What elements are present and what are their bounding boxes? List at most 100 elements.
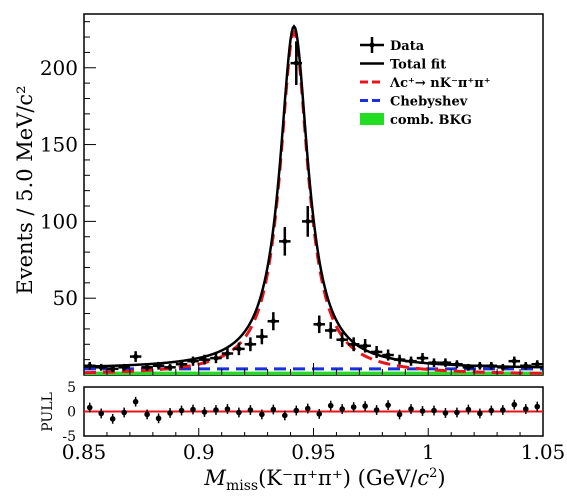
data-point [531, 360, 543, 369]
pull-point [259, 409, 265, 420]
data-point-marker [190, 358, 196, 364]
data-point [370, 345, 383, 358]
pull-point-marker [511, 401, 518, 408]
pull-point [362, 401, 368, 412]
x-tick-labels-group: 0.85 0.9 0.95 1 1.05 [62, 440, 566, 464]
data-point-marker [420, 355, 426, 361]
data-point [382, 349, 394, 361]
pull-point [488, 405, 495, 416]
x-axis-title: Mmiss(K⁻π⁺π⁺) (GeV/c2) [203, 466, 445, 494]
pull-point-marker [419, 408, 426, 414]
pull-point [155, 413, 162, 424]
legend-entry: Λc⁺→ nK⁻π⁺π⁺ [360, 76, 491, 91]
x-tick-label: 0.95 [291, 440, 336, 464]
data-point [233, 342, 245, 356]
data-point [210, 353, 222, 364]
pull-point-marker [477, 410, 483, 417]
pull-y-tick-label: 5 [67, 380, 76, 396]
legend-label: Total fit [390, 58, 446, 73]
data-point-marker [144, 364, 150, 370]
pull-point [178, 405, 185, 416]
data-point-marker [385, 352, 391, 358]
data-point-marker [442, 360, 448, 366]
data-point [175, 360, 188, 369]
legend-label: comb. BKG [390, 113, 472, 128]
data-point-marker [488, 363, 494, 369]
data-point [359, 339, 371, 353]
data-points-group [84, 41, 543, 372]
legend-swatch [360, 113, 384, 125]
y-tick-label: 200 [40, 56, 78, 80]
pull-point [442, 408, 449, 418]
data-point-marker [362, 343, 368, 349]
pull-point-marker [534, 403, 541, 410]
pull-point [86, 402, 93, 413]
pull-point-marker [132, 398, 139, 405]
data-point [290, 41, 303, 85]
pull-point-marker [500, 407, 506, 413]
pull-point [247, 405, 254, 415]
main-ticks-group [83, 21, 544, 375]
pull-point [534, 401, 541, 412]
pull-point [396, 409, 403, 420]
data-point-marker [328, 327, 334, 333]
pull-point-marker [282, 412, 288, 419]
data-point-marker [87, 363, 93, 369]
data-point [221, 347, 234, 360]
data-point [405, 356, 417, 366]
data-point [508, 356, 521, 366]
data-point [462, 363, 475, 371]
x-axis-title-sub: miss [226, 478, 258, 494]
data-point [497, 363, 509, 371]
pull-point [167, 408, 173, 418]
pull-point-marker [98, 410, 105, 417]
pull-point [385, 400, 391, 411]
data-point-marker [133, 354, 139, 360]
pull-point-marker [522, 406, 529, 412]
pull-point-marker [465, 406, 472, 413]
data-point-marker [110, 366, 116, 372]
y-tick-label: 100 [40, 209, 78, 233]
data-point [302, 206, 314, 237]
data-point-marker [121, 364, 127, 370]
data-point-marker [236, 346, 242, 352]
pull-point [144, 409, 150, 420]
data-point [474, 361, 486, 370]
pull-point [304, 403, 311, 414]
x-tick-label: 1 [422, 440, 435, 464]
data-point [439, 358, 452, 368]
data-point-marker [477, 363, 483, 369]
pull-point-marker [327, 402, 334, 409]
data-point [129, 351, 142, 362]
pull-point [109, 413, 116, 424]
x-axis-title-close: ) [437, 466, 445, 490]
x-axis-title-m: M [203, 466, 226, 490]
y-tick-labels-group: 50 100 150 200 [40, 56, 78, 310]
pull-point-marker [488, 407, 495, 414]
pull-point [213, 405, 219, 415]
pull-point-marker [350, 404, 357, 410]
data-point-marker [305, 218, 311, 224]
pull-point-marker [236, 409, 242, 416]
data-point-marker [270, 318, 276, 324]
pull-point [224, 404, 231, 414]
pull-point-marker [121, 409, 127, 416]
data-point [187, 356, 199, 366]
data-point-marker [156, 363, 162, 369]
data-point [313, 315, 325, 334]
legend-data-marker [369, 42, 375, 48]
data-point [393, 354, 406, 365]
pull-point-marker [431, 407, 437, 414]
data-point-marker [465, 364, 471, 370]
pull-point-marker [304, 405, 311, 412]
x-axis-title-rest: (K⁻π⁺π⁺) (GeV/ [258, 466, 418, 490]
data-point-marker [374, 349, 380, 355]
pull-point-marker [362, 403, 368, 409]
pull-ticks-group [83, 386, 544, 437]
pull-point [190, 404, 196, 415]
main-frame [83, 13, 544, 376]
pull-point-marker [454, 409, 460, 416]
pull-point [350, 402, 357, 412]
data-point-marker [201, 357, 207, 363]
